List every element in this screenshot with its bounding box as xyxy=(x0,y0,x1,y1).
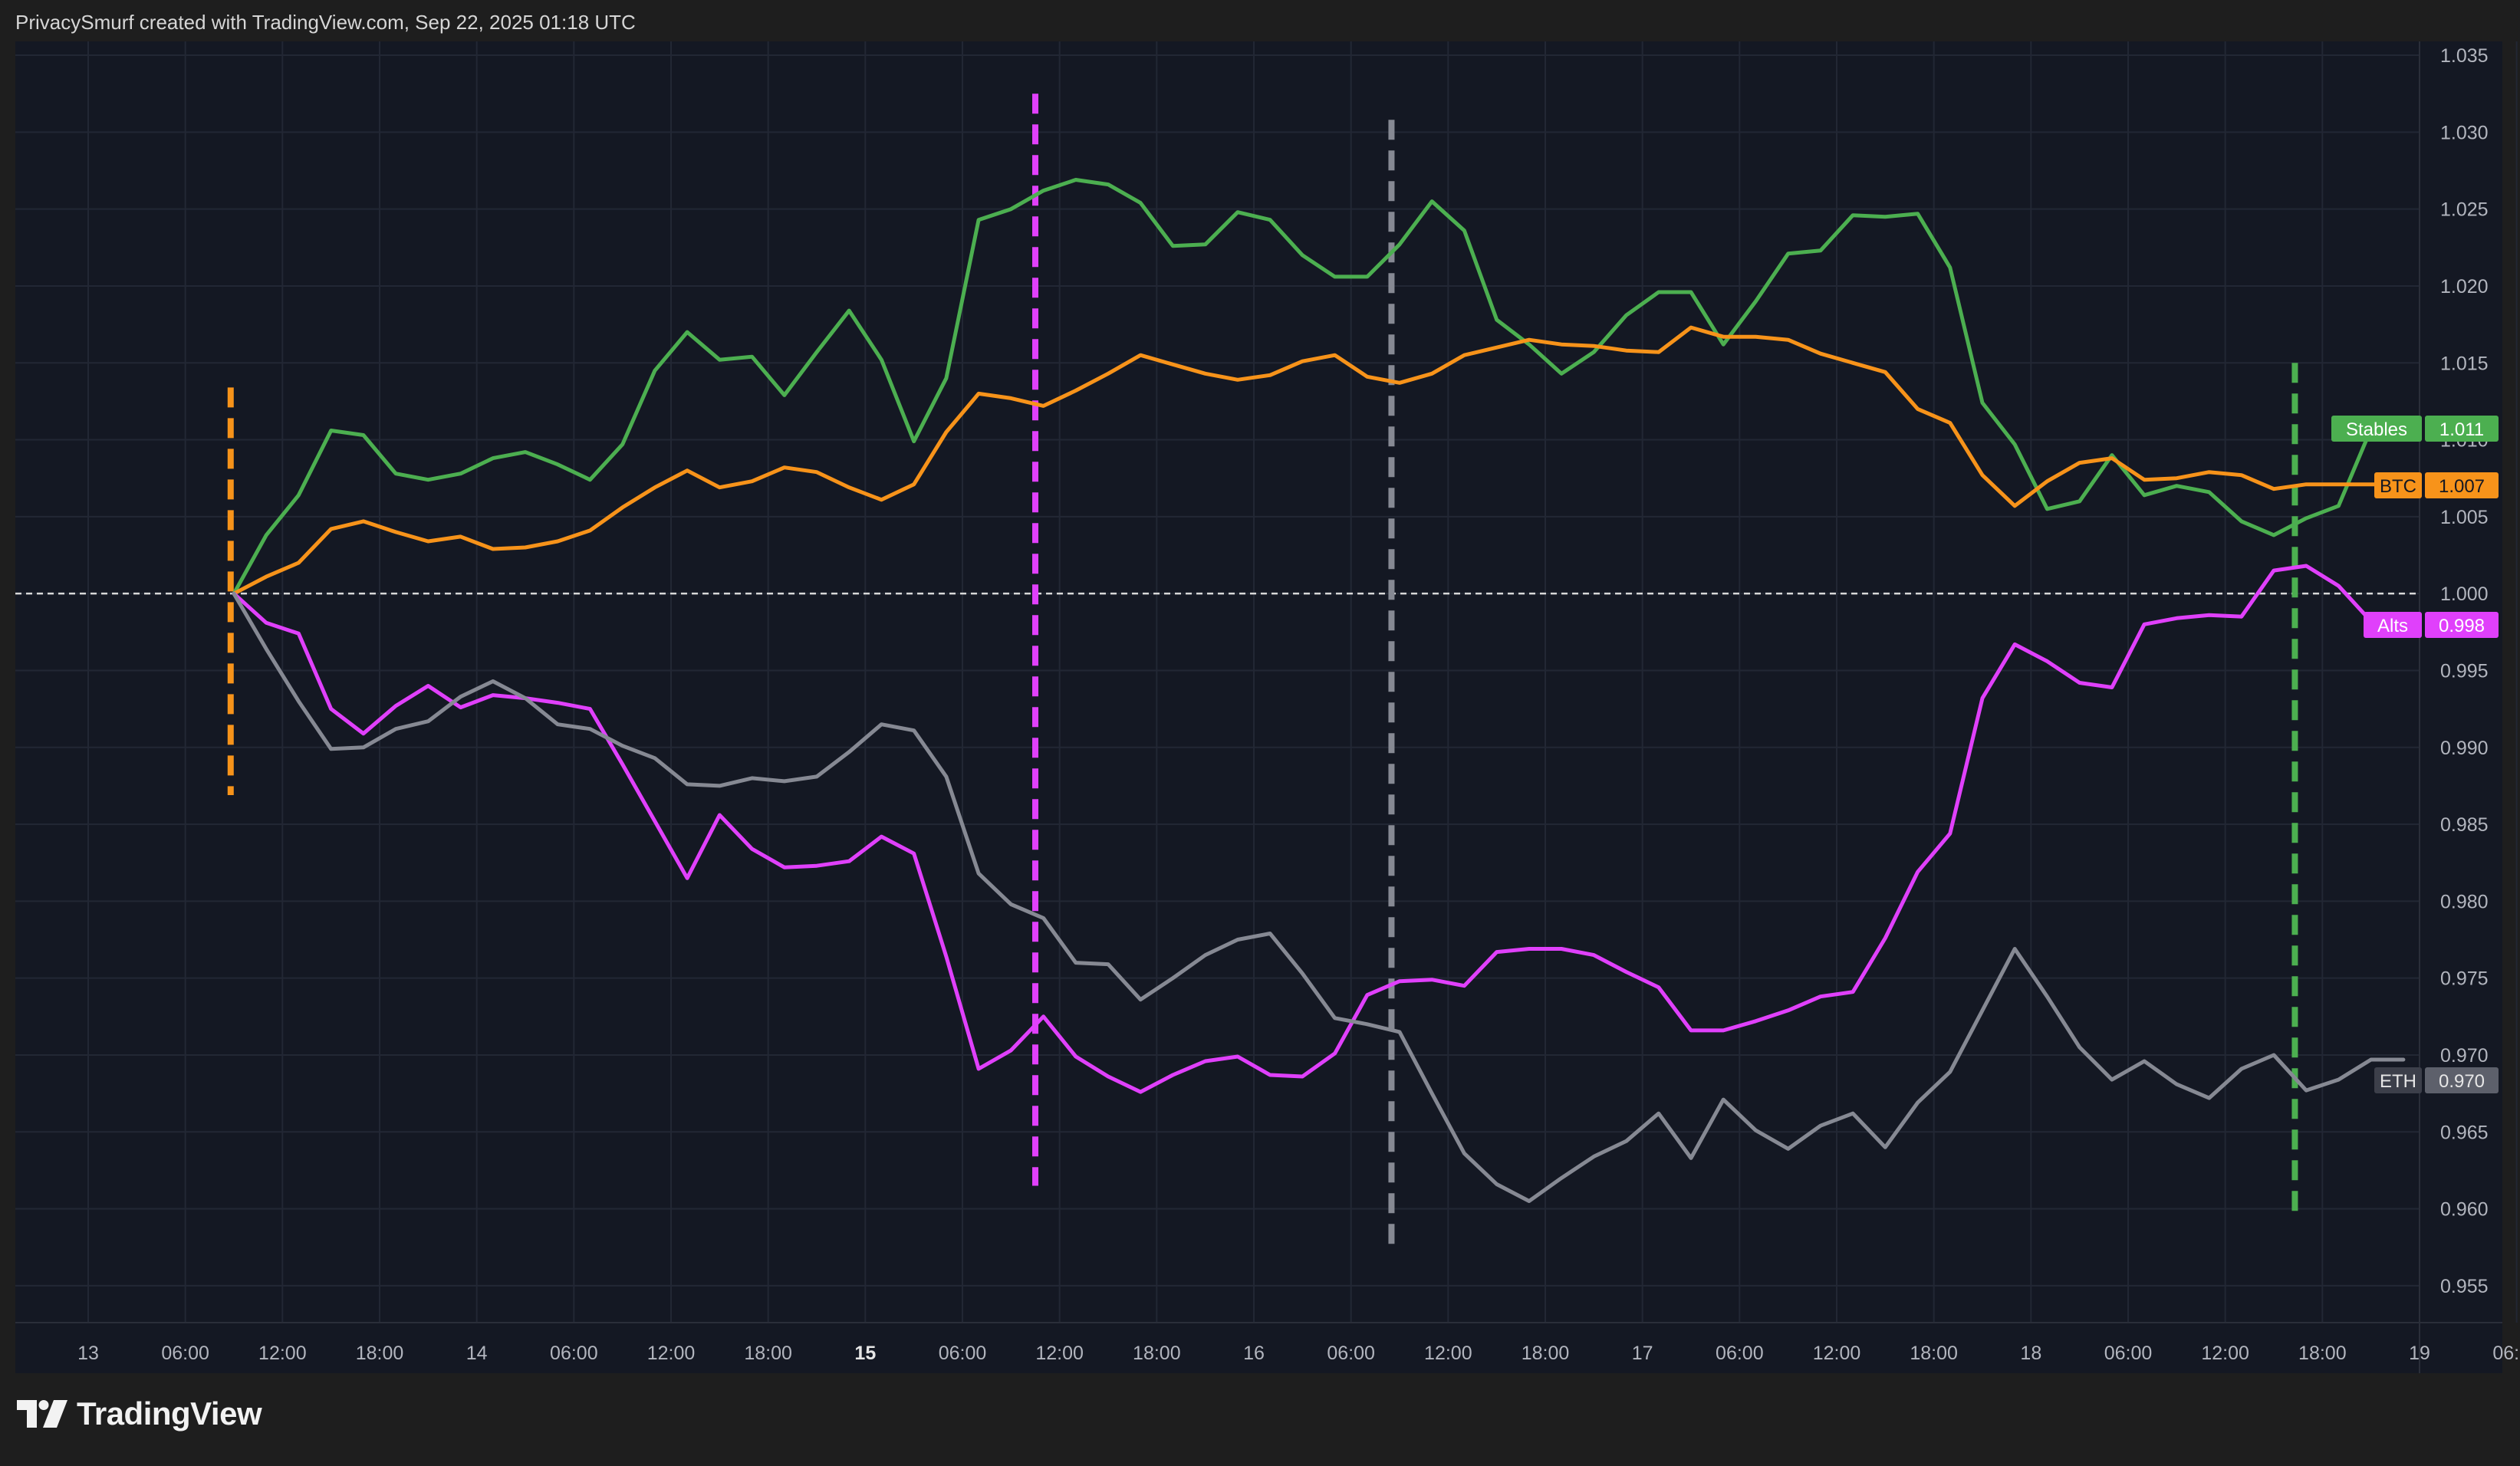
x-tick-label: 06:00 xyxy=(939,1343,987,1364)
value-label-value: 0.970 xyxy=(2439,1071,2485,1092)
x-tick-label: 12:00 xyxy=(1813,1343,1861,1364)
y-tick-label: 1.030 xyxy=(2440,122,2489,143)
x-tick-label: 12:00 xyxy=(1424,1343,1472,1364)
y-tick-label: 1.005 xyxy=(2440,507,2489,528)
series-value-labels: Stables 1.011 BTC 1.007 Alts 0.998 ETH 0.970 xyxy=(2331,416,2499,1093)
y-tick-label: 0.975 xyxy=(2440,968,2489,990)
value-label-value-bg xyxy=(2425,472,2499,498)
x-tick-label: 18:00 xyxy=(356,1343,404,1364)
value-label-value-bg xyxy=(2425,612,2499,638)
series-line-btc[interactable] xyxy=(232,325,2406,596)
y-tick-label: 0.970 xyxy=(2440,1045,2489,1067)
x-tick-label: 12:00 xyxy=(2201,1343,2249,1364)
series-lines xyxy=(232,178,2406,1203)
x-tick-label: 16 xyxy=(1243,1343,1265,1364)
chart-caption: PrivacySmurf created with TradingView.co… xyxy=(15,11,636,34)
series-line-stables[interactable] xyxy=(232,178,2406,596)
value-label-name: ETH xyxy=(2380,1071,2416,1092)
x-tick-label: 18:00 xyxy=(1522,1343,1570,1364)
x-tick-label: 06:00 xyxy=(1716,1343,1764,1364)
value-label-value: 1.007 xyxy=(2439,476,2485,497)
x-tick-label: 12:00 xyxy=(258,1343,307,1364)
x-tick-label: 06:00 xyxy=(161,1343,209,1364)
x-tick-label: 06:00 xyxy=(2104,1343,2153,1364)
value-label-name: BTC xyxy=(2380,476,2416,497)
x-tick-label: 06:00 xyxy=(550,1343,598,1364)
x-tick-label: 18 xyxy=(2020,1343,2041,1364)
y-tick-label: 1.000 xyxy=(2440,583,2489,605)
x-tick-label: 18:00 xyxy=(744,1343,792,1364)
y-tick-label: 0.955 xyxy=(2440,1276,2489,1297)
event-markers xyxy=(227,94,2298,1247)
value-label-alts: Alts 0.998 xyxy=(2364,612,2499,638)
x-tick-label: 18:00 xyxy=(1910,1343,1958,1364)
brand-logo[interactable]: TradingView xyxy=(17,1395,262,1432)
value-label-btc: BTC 1.007 xyxy=(2374,472,2499,498)
y-tick-label: 0.995 xyxy=(2440,660,2489,682)
value-label-name: Stables xyxy=(2346,419,2407,440)
x-tick-label: 14 xyxy=(466,1343,488,1364)
value-label-name-bg xyxy=(2374,1067,2422,1093)
value-label-value: 1.011 xyxy=(2439,419,2484,440)
y-tick-label: 1.020 xyxy=(2440,276,2489,297)
value-label-name: Alts xyxy=(2377,616,2408,636)
x-tick-label: 19 xyxy=(2409,1343,2430,1364)
y-tick-label: 0.990 xyxy=(2440,738,2489,759)
x-tick-label: 06:00 xyxy=(2492,1343,2520,1364)
y-tick-label: 1.015 xyxy=(2440,353,2489,374)
x-axis: 13 06:00 12:00 18:00 14 06:00 12:00 18:00 15 06:0… xyxy=(15,1322,2520,1364)
y-tick-label: 1.025 xyxy=(2440,199,2489,221)
y-tick-label: 0.980 xyxy=(2440,891,2489,912)
value-label-value-bg xyxy=(2425,1067,2499,1093)
value-label-eth: ETH 0.970 xyxy=(2374,1067,2499,1093)
y-tick-label: 0.965 xyxy=(2440,1122,2489,1143)
y-tick-label: 1.035 xyxy=(2440,45,2489,67)
x-tick-label: 18:00 xyxy=(1133,1343,1181,1364)
x-tick-label: 13 xyxy=(77,1343,99,1364)
y-tick-label: 0.985 xyxy=(2440,814,2489,836)
value-label-stables: Stables 1.011 xyxy=(2331,416,2499,442)
x-tick-label: 17 xyxy=(1632,1343,1653,1364)
series-line-alts[interactable] xyxy=(232,564,2406,1094)
brand-name: TradingView xyxy=(77,1395,262,1431)
grid xyxy=(15,41,2518,1323)
plot-background xyxy=(15,41,2502,1373)
x-tick-label: 12:00 xyxy=(647,1343,696,1364)
x-tick-label: 18:00 xyxy=(2298,1343,2347,1364)
x-tick-label: 06:00 xyxy=(1327,1343,1375,1364)
value-label-value: 0.998 xyxy=(2439,616,2485,636)
series-line-eth[interactable] xyxy=(232,591,2406,1203)
tradingview-logo-icon xyxy=(17,1400,67,1428)
value-label-name-bg xyxy=(2364,612,2422,638)
x-tick-label: 15 xyxy=(854,1343,876,1364)
value-label-name-bg xyxy=(2374,472,2422,498)
y-tick-label: 0.960 xyxy=(2440,1199,2489,1221)
value-label-name-bg xyxy=(2331,416,2422,442)
value-label-value-bg xyxy=(2425,416,2499,442)
x-tick-label: 12:00 xyxy=(1035,1343,1084,1364)
